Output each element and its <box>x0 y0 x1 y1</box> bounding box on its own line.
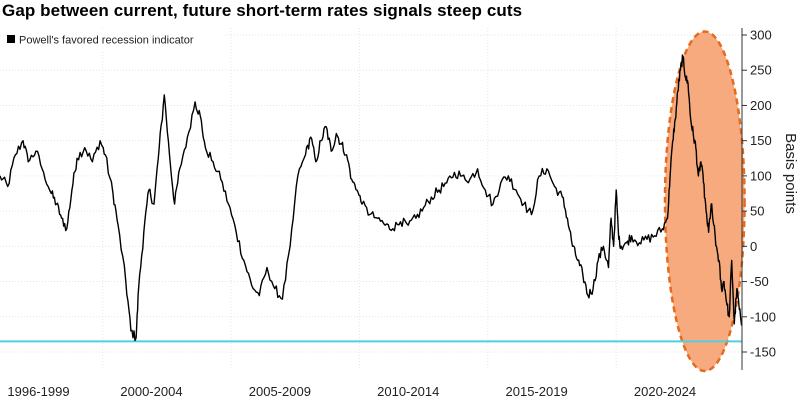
y-tick-label: 100 <box>750 168 772 183</box>
y-tick-label: 50 <box>750 204 764 219</box>
x-tick-label: 2020-2024 <box>634 384 696 399</box>
x-tick-label: 1996-1999 <box>7 384 69 399</box>
y-tick-label: -50 <box>750 274 769 289</box>
legend-label: Powell's favored recession indicator <box>19 35 194 47</box>
y-axis-title: Basis points <box>782 133 799 214</box>
x-tick-label: 2000-2004 <box>120 384 182 399</box>
plot-area <box>0 28 742 370</box>
y-tick-label: 200 <box>750 98 772 113</box>
chart-title: Gap between current, future short-term r… <box>2 1 523 20</box>
axis-layer: 300 250 200 150 100 50 0 -50 -100 -150 1996-1999 20… <box>7 28 799 400</box>
series-layer <box>0 54 743 342</box>
legend: Powell's favored recession indicator <box>4 30 224 50</box>
x-tick-label: 2005-2009 <box>249 384 311 399</box>
y-tick-label: -150 <box>750 345 776 360</box>
x-tick-label: 2015-2019 <box>506 384 568 399</box>
series-line <box>0 54 743 342</box>
y-tick-label: -100 <box>750 309 776 324</box>
y-tick-label: 300 <box>750 28 772 43</box>
y-tick-label: 0 <box>750 239 757 254</box>
y-tick-label: 250 <box>750 63 772 78</box>
legend-box <box>4 30 224 50</box>
y-tick-label: 150 <box>750 133 772 148</box>
x-tick-label: 2010-2014 <box>377 384 439 399</box>
legend-swatch <box>7 35 15 43</box>
